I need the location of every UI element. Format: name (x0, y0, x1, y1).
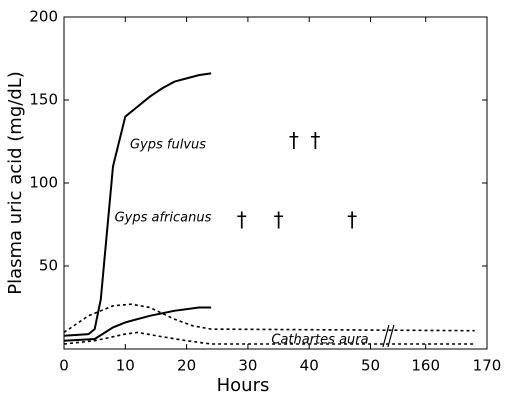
death-marker: † (347, 208, 357, 232)
x-tick-label: 10 (116, 357, 135, 375)
annotation: Gyps fulvus (130, 138, 206, 153)
axis-break (387, 324, 395, 348)
series-line (63, 331, 475, 345)
plot-frame (63, 16, 488, 350)
x-tick-label: 160 (411, 357, 440, 375)
series-line (63, 306, 212, 342)
x-axis-label: Hours (217, 375, 270, 396)
series-line (63, 72, 212, 337)
x-tick-label: 20 (177, 357, 196, 375)
x-tick-label: 170 (473, 357, 502, 375)
annotation: Gyps africanus (115, 211, 212, 226)
x-tick-label: 30 (238, 357, 257, 375)
x-tick-label: 40 (300, 357, 319, 375)
y-tick-label: 100 (29, 174, 58, 192)
y-tick-label: 50 (39, 257, 58, 275)
death-marker: † (310, 128, 320, 152)
death-marker: † (237, 208, 247, 232)
x-tick-label: 50 (361, 357, 380, 375)
x-tick-label: 0 (59, 357, 69, 375)
series-line (63, 303, 475, 334)
axis-break (382, 324, 390, 348)
y-axis-label: Plasma uric acid (mg/dL) (5, 71, 26, 295)
y-tick-label: 150 (29, 91, 58, 109)
annotation: Cathartes aura (271, 333, 368, 348)
y-tick-label: 200 (29, 8, 58, 26)
death-marker: † (274, 208, 284, 232)
death-marker: † (289, 128, 299, 152)
